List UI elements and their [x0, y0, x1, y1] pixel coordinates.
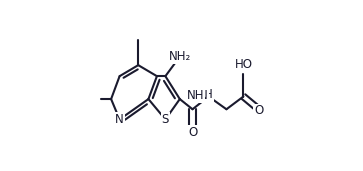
Text: HO: HO — [234, 58, 252, 71]
Text: H: H — [204, 88, 213, 101]
Text: N: N — [199, 89, 208, 102]
Text: N: N — [115, 113, 124, 126]
Text: O: O — [188, 126, 197, 139]
Text: NH: NH — [187, 89, 204, 102]
Text: NH₂: NH₂ — [169, 50, 191, 63]
Text: S: S — [162, 113, 169, 126]
Text: O: O — [254, 104, 263, 117]
